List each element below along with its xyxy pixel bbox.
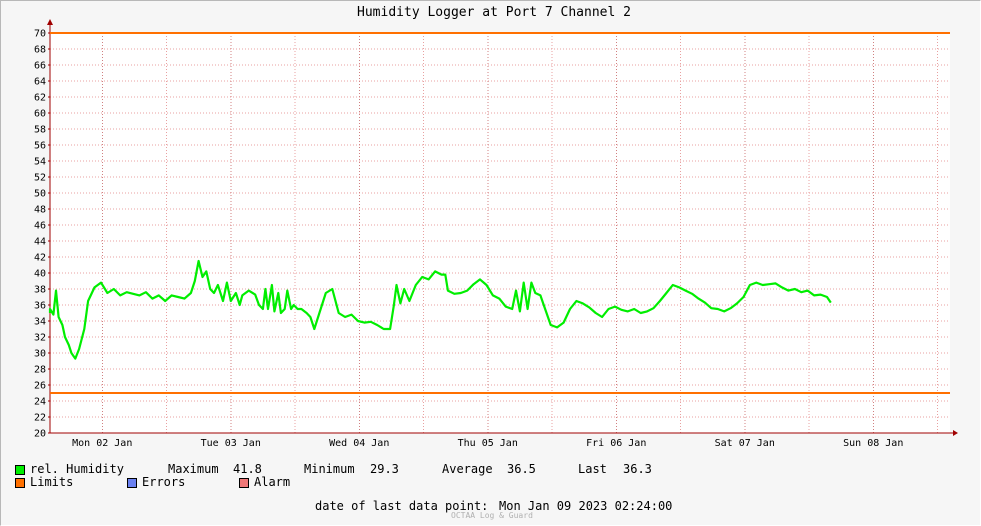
y-tick-label: 70 (34, 29, 46, 40)
y-tick-label: 46 (34, 221, 46, 232)
y-tick-label: 66 (34, 61, 46, 72)
x-axis-arrow (953, 430, 958, 436)
x-tick-label: Sat 07 Jan (715, 438, 775, 449)
last-value: 36.3 (623, 462, 652, 476)
maximum-label: Maximum (168, 462, 219, 476)
y-tick-label: 58 (34, 125, 46, 136)
y-tick-label: 26 (34, 381, 46, 392)
y-tick-label: 28 (34, 365, 46, 376)
chart-title: Humidity Logger at Port 7 Channel 2 (357, 5, 631, 20)
y-tick-label: 36 (34, 301, 46, 312)
y-tick-label: 38 (34, 285, 46, 296)
x-tick-label: Thu 05 Jan (458, 438, 518, 449)
x-tick-label: Sun 08 Jan (843, 438, 903, 449)
alarm-legend-label: Alarm (254, 475, 291, 489)
y-tick-label: 50 (34, 189, 46, 200)
errors-swatch (127, 478, 137, 488)
y-tick-label: 20 (34, 429, 46, 440)
y-tick-label: 68 (34, 45, 46, 56)
y-axis-arrow (47, 19, 53, 25)
y-tick-label: 40 (34, 269, 46, 280)
y-tick-label: 30 (34, 349, 46, 360)
x-tick-label: Mon 02 Jan (72, 438, 132, 449)
minimum-label: Minimum (304, 462, 355, 476)
y-tick-label: 64 (34, 77, 46, 88)
x-tick-label: Tue 03 Jan (201, 438, 261, 449)
y-tick-label: 34 (34, 317, 46, 328)
x-tick-label: Fri 06 Jan (586, 438, 646, 449)
series-line-humidity (48, 259, 832, 360)
y-tick-label: 22 (34, 413, 46, 424)
alarm-swatch (239, 478, 249, 488)
humidity-swatch (15, 465, 25, 475)
y-tick-label: 48 (34, 205, 46, 216)
last-label: Last (578, 462, 607, 476)
limits-swatch (15, 478, 25, 488)
limits-legend-label: Limits (30, 475, 74, 489)
last-data-point-label: date of last data point: (315, 499, 489, 513)
y-tick-label: 24 (34, 397, 46, 408)
plot-area (50, 33, 950, 433)
watermark: OCTAA Log & Guard (451, 511, 533, 520)
average-label: Average (442, 462, 493, 476)
y-tick-label: 42 (34, 253, 46, 264)
humidity-legend-label: rel. Humidity (30, 462, 124, 476)
y-tick-label: 52 (34, 173, 46, 184)
y-tick-label: 32 (34, 333, 46, 344)
last-data-point-value: Mon Jan 09 2023 02:24:00 (499, 499, 673, 513)
y-tick-label: 44 (34, 237, 46, 248)
y-tick-label: 56 (34, 141, 46, 152)
minimum-value: 29.3 (370, 462, 399, 476)
x-tick-label: Wed 04 Jan (329, 438, 389, 449)
y-tick-label: 62 (34, 93, 46, 104)
average-value: 36.5 (507, 462, 536, 476)
y-tick-label: 60 (34, 109, 46, 120)
maximum-value: 41.8 (233, 462, 262, 476)
y-tick-label: 54 (34, 157, 46, 168)
errors-legend-label: Errors (142, 475, 186, 489)
